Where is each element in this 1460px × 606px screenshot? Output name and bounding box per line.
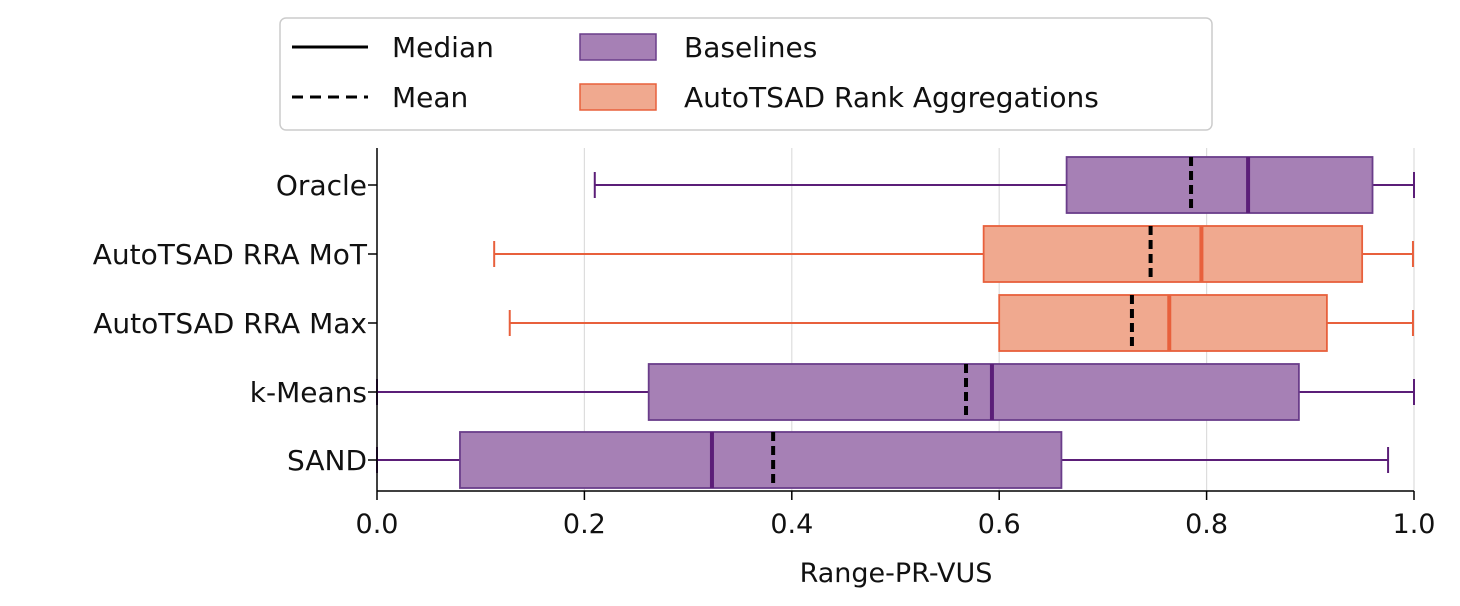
x-tick-label: 0.0 [356, 509, 399, 540]
category-label: SAND [287, 444, 367, 477]
iqr-box [1065, 156, 1374, 214]
legend-median-label: Median [392, 31, 494, 64]
legend-baselines-label: Baselines [684, 31, 817, 64]
x-axis-title: Range-PR-VUS [800, 558, 993, 589]
legend-baselines-swatch [579, 33, 657, 61]
x-tick-label: 1.0 [1393, 509, 1436, 540]
category-label: AutoTSAD RRA MoT [93, 238, 368, 271]
x-tick-label: 0.2 [563, 509, 606, 540]
x-axis: 0.0 0.2 0.4 0.6 0.8 1.0 [356, 148, 1436, 540]
legend: Median Mean Baselines AutoTSAD Rank Aggr… [279, 17, 1213, 131]
iqr-box [647, 363, 1300, 421]
box-autotsad-rra-mot [493, 225, 1414, 283]
iqr-box [998, 294, 1328, 352]
legend-frame [279, 17, 1213, 131]
box-series [376, 156, 1415, 489]
legend-autotsad-label: AutoTSAD Rank Aggregations [684, 81, 1099, 114]
iqr-box [459, 431, 1063, 489]
category-label: Oracle [276, 169, 367, 202]
box-oracle [593, 156, 1415, 214]
x-tick-label: 0.8 [1185, 509, 1228, 540]
legend-mean-label: Mean [392, 81, 468, 114]
box-sand [376, 431, 1390, 489]
category-label: AutoTSAD RRA Max [93, 307, 367, 340]
category-label: k-Means [250, 376, 367, 409]
x-tick-label: 0.6 [978, 509, 1021, 540]
x-tick-label: 0.4 [770, 509, 813, 540]
box-k-means [376, 363, 1415, 421]
legend-autotsad-swatch [579, 83, 657, 111]
category-labels: Oracle AutoTSAD RRA MoT AutoTSAD RRA Max k-… [93, 169, 368, 477]
iqr-box [982, 225, 1364, 283]
box-autotsad-rra-max [508, 294, 1414, 352]
